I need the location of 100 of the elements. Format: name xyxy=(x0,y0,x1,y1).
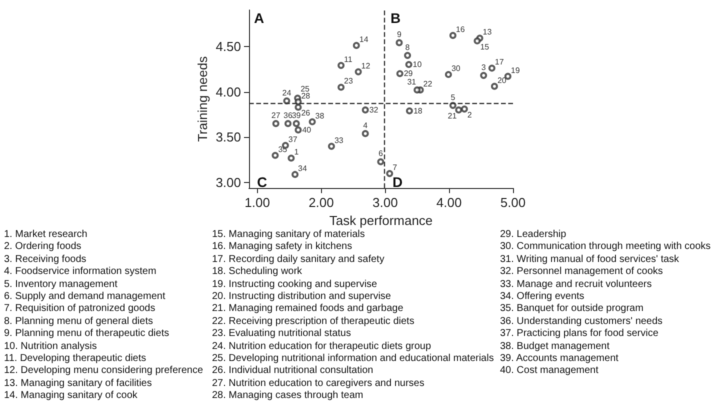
annotation: 11 xyxy=(344,54,353,64)
annotation: 8 xyxy=(405,42,410,52)
text: 24. Nutrition education for therapeutic diets group xyxy=(212,340,432,354)
annotation: 13 xyxy=(482,28,492,37)
annotation: A xyxy=(254,10,264,26)
annotation: 10 xyxy=(412,60,422,70)
annotation: 39 xyxy=(292,111,302,120)
text: 20. Instructing distribution and supervise xyxy=(212,291,392,304)
x-tick-label: 5.00 xyxy=(500,195,526,210)
point xyxy=(294,98,302,106)
annotation: 20 xyxy=(497,76,507,85)
text: 21. Managing remained foods and garbage xyxy=(212,303,404,316)
text: 37. Practicing plans for food service xyxy=(500,328,660,341)
text: 8. Planning menu of general diets xyxy=(4,316,154,328)
text: 30. Communication through meeting with cooks xyxy=(500,241,711,254)
point xyxy=(377,158,384,166)
y-tick-label: 3.50 xyxy=(216,130,241,145)
annotation: 15 xyxy=(480,42,490,52)
text: 17. Recording daily sanitary and safety xyxy=(212,254,386,266)
annotation: 40 xyxy=(302,125,312,134)
annotation: 17 xyxy=(494,58,504,67)
point xyxy=(294,104,302,111)
text: 9. Planning menu of therapeutic diets xyxy=(4,328,170,341)
text: 22. Receiving prescription of therapeutic diets xyxy=(212,316,416,328)
y-tick-label: 3.00 xyxy=(216,175,241,190)
annotation: 30 xyxy=(451,64,461,74)
point xyxy=(490,82,498,90)
point xyxy=(338,62,345,69)
text: 11. Developing therapeutic diets xyxy=(4,353,148,366)
point xyxy=(404,52,412,59)
point xyxy=(444,71,452,78)
text: 27. Nutrition education to caregivers and nurses xyxy=(212,378,426,390)
text: 15. Managing sanitary of materials xyxy=(212,229,366,242)
annotation: 2 xyxy=(467,110,472,120)
text: 12. Developing menu considering preference xyxy=(4,365,204,378)
point xyxy=(480,72,488,79)
text: 10. Nutrition analysis xyxy=(4,340,98,354)
point xyxy=(405,61,412,68)
x-tick-label: 3.00 xyxy=(372,195,398,210)
text: 39. Accounts management xyxy=(500,353,620,366)
annotation: 25 xyxy=(300,84,310,94)
annotation: 23 xyxy=(344,76,354,86)
text: 40. Cost management xyxy=(500,365,600,378)
point xyxy=(288,154,295,162)
text: 3. Receiving foods xyxy=(4,254,88,266)
text: 34. Offering events xyxy=(500,291,586,304)
point xyxy=(284,120,292,128)
annotation: 22 xyxy=(423,79,433,88)
annotation: 19 xyxy=(510,66,520,75)
point xyxy=(455,106,462,114)
y-tick-label: 4.00 xyxy=(216,84,241,100)
text: 1. Market research xyxy=(4,229,88,242)
y-tick-label: 4.50 xyxy=(216,38,241,54)
annotation: 33 xyxy=(334,136,344,145)
x-axis-title: Task performance xyxy=(329,213,433,228)
text: 4. Foodservice information system xyxy=(4,266,158,279)
point xyxy=(283,97,290,104)
annotation: 24 xyxy=(282,88,292,98)
text: 19. Instructing cooking and supervise xyxy=(212,278,378,292)
point xyxy=(272,152,279,159)
annotation: 21 xyxy=(448,111,458,120)
text: 16. Managing safety in kitchens xyxy=(212,241,354,254)
annotation: C xyxy=(257,174,268,190)
point xyxy=(362,106,369,114)
point xyxy=(352,42,360,49)
annotation: 6 xyxy=(378,149,384,158)
annotation: 28 xyxy=(301,91,311,100)
point xyxy=(328,142,335,150)
point xyxy=(362,130,369,138)
point xyxy=(474,37,481,44)
annotation: 26 xyxy=(301,108,311,118)
text: 32. Personnel management of cooks xyxy=(500,266,664,279)
annotation: 29 xyxy=(404,69,414,78)
annotation: 3 xyxy=(481,62,486,72)
text: 6. Supply and demand management xyxy=(4,291,166,304)
x-tick-label: 4.00 xyxy=(436,195,462,210)
annotation: 34 xyxy=(298,164,308,173)
annotation: 36 xyxy=(284,111,293,120)
text: 31. Writing manual of food services' task xyxy=(500,254,680,266)
annotation: 37 xyxy=(288,134,298,144)
text: 35. Banquet for outside program xyxy=(500,303,644,316)
x-tick-label: 2.00 xyxy=(308,195,334,210)
annotation: 31 xyxy=(407,77,417,86)
text: 14. Managing sanitary of cook xyxy=(4,390,138,403)
point xyxy=(308,118,316,126)
text: 13. Managing sanitary of facilities xyxy=(4,378,153,390)
annotation: 18 xyxy=(413,106,423,116)
point xyxy=(354,68,362,76)
point xyxy=(449,32,456,39)
point xyxy=(488,64,496,72)
text: 5. Inventory management xyxy=(4,278,118,292)
point xyxy=(292,170,299,178)
text: 23. Evaluating nutritional status xyxy=(212,328,352,341)
text: 33. Manage and recruit volunteers xyxy=(500,278,653,292)
point xyxy=(396,39,403,46)
point xyxy=(294,126,302,134)
annotation: D xyxy=(392,174,403,190)
y-axis-title: Training needs xyxy=(195,56,210,142)
annotation: B xyxy=(390,10,401,26)
annotation: 16 xyxy=(456,24,466,34)
